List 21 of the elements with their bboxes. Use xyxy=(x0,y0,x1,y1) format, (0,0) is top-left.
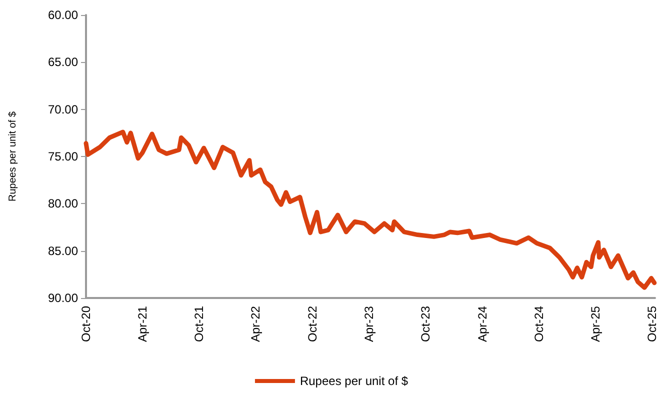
line-series xyxy=(84,130,657,290)
y-tick-label: 70.00 xyxy=(48,102,78,116)
x-tick-label: Apr-23 xyxy=(362,306,376,342)
legend-label: Rupees per unit of $ xyxy=(300,374,408,388)
x-tick-label: Apr-24 xyxy=(475,306,490,342)
y-tick-label: 80.00 xyxy=(48,196,78,211)
x-tick-label: Oct-23 xyxy=(418,306,433,342)
x-tick-label: Apr-22 xyxy=(248,306,263,342)
x-tick-label: Apr-21 xyxy=(135,306,150,342)
x-tick-label: Apr-25 xyxy=(588,306,602,342)
x-tick-label: Oct-20 xyxy=(79,306,93,342)
y-tick-label: 75.00 xyxy=(48,150,78,164)
y-tick-label: 60.00 xyxy=(48,8,78,22)
x-tick-label: Oct-22 xyxy=(305,306,320,342)
y-axis-title: Rupees per unit of $ xyxy=(8,111,18,202)
x-tick-label: Oct-24 xyxy=(532,306,546,342)
x-tick-label: Oct-25 xyxy=(645,306,660,342)
y-tick-label: 65.00 xyxy=(48,55,78,70)
y-tick-label: 85.00 xyxy=(48,244,78,258)
x-tick-label: Oct-21 xyxy=(192,306,206,342)
y-tick-label: 90.00 xyxy=(48,291,78,305)
